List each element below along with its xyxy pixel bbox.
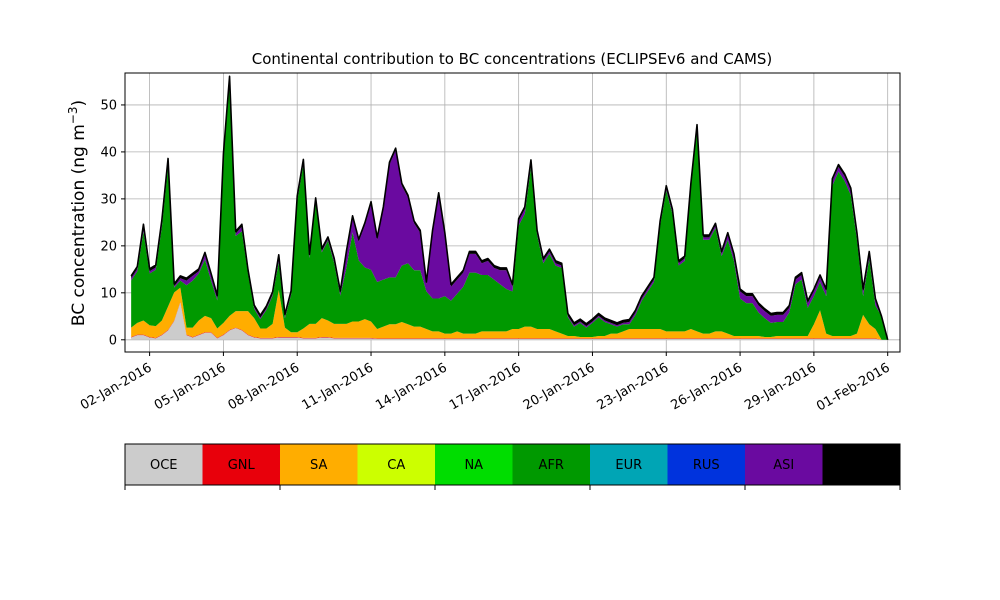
area-asi bbox=[131, 78, 888, 340]
y-axis-label-close: ) bbox=[69, 100, 89, 107]
colorbar-cell-asi bbox=[745, 444, 823, 485]
y-tick-label: 40 bbox=[100, 145, 117, 160]
y-tick-label: 10 bbox=[100, 286, 117, 301]
total-line bbox=[130, 75, 889, 340]
colorbar-cell-afr bbox=[512, 444, 590, 485]
y-tick-label: 50 bbox=[100, 98, 117, 113]
y-tick-label: 20 bbox=[100, 239, 117, 254]
stacked-areas bbox=[131, 76, 888, 340]
colorbar-cell-rus bbox=[667, 444, 745, 485]
colorbar-cell-aus bbox=[822, 444, 900, 485]
colorbar-label: AUS bbox=[848, 458, 875, 473]
y-axis-label-superscript: −3 bbox=[66, 106, 80, 124]
y-axis-label-main: BC concentration (ng m bbox=[69, 124, 89, 326]
total-outline bbox=[130, 75, 889, 340]
colorbar-cell-sa bbox=[280, 444, 358, 485]
colorbar-label: CA bbox=[387, 458, 405, 473]
chart-title: Continental contribution to BC concentra… bbox=[252, 50, 773, 68]
colorbar-cell-eur bbox=[590, 444, 668, 485]
colorbar-cell-na bbox=[435, 444, 513, 485]
y-axis-label: BC concentration (ng m−3) bbox=[66, 100, 89, 326]
plot-frame bbox=[124, 72, 901, 353]
colorbar-cell-oce bbox=[125, 444, 203, 485]
area-sa bbox=[131, 287, 888, 340]
colorbar-label: AFR bbox=[539, 458, 564, 473]
colorbar-label: EUR bbox=[615, 458, 642, 473]
area-afr bbox=[131, 80, 888, 340]
y-axis-ticks: 0 10 20 30 40 50 bbox=[100, 98, 125, 348]
y-tick-label: 30 bbox=[100, 192, 117, 207]
colorbar-label: GNL bbox=[228, 458, 256, 473]
area-oce bbox=[131, 302, 888, 340]
colorbar-label: OCE bbox=[150, 458, 178, 473]
colorbar-label: NA bbox=[464, 458, 483, 473]
y-tick-label: 0 bbox=[109, 333, 117, 348]
colorbar-cell-ca bbox=[357, 444, 435, 485]
colorbar-label: ASI bbox=[773, 458, 794, 473]
colorbar-cell-gnl bbox=[202, 444, 280, 485]
colorbar-label: SA bbox=[310, 458, 327, 473]
region-colorbar: OCE GNL SA CA NA AFR EUR RUS ASI AUS bbox=[124, 443, 901, 490]
colorbar-label: RUS bbox=[693, 458, 720, 473]
colorbar-frame bbox=[124, 443, 901, 486]
